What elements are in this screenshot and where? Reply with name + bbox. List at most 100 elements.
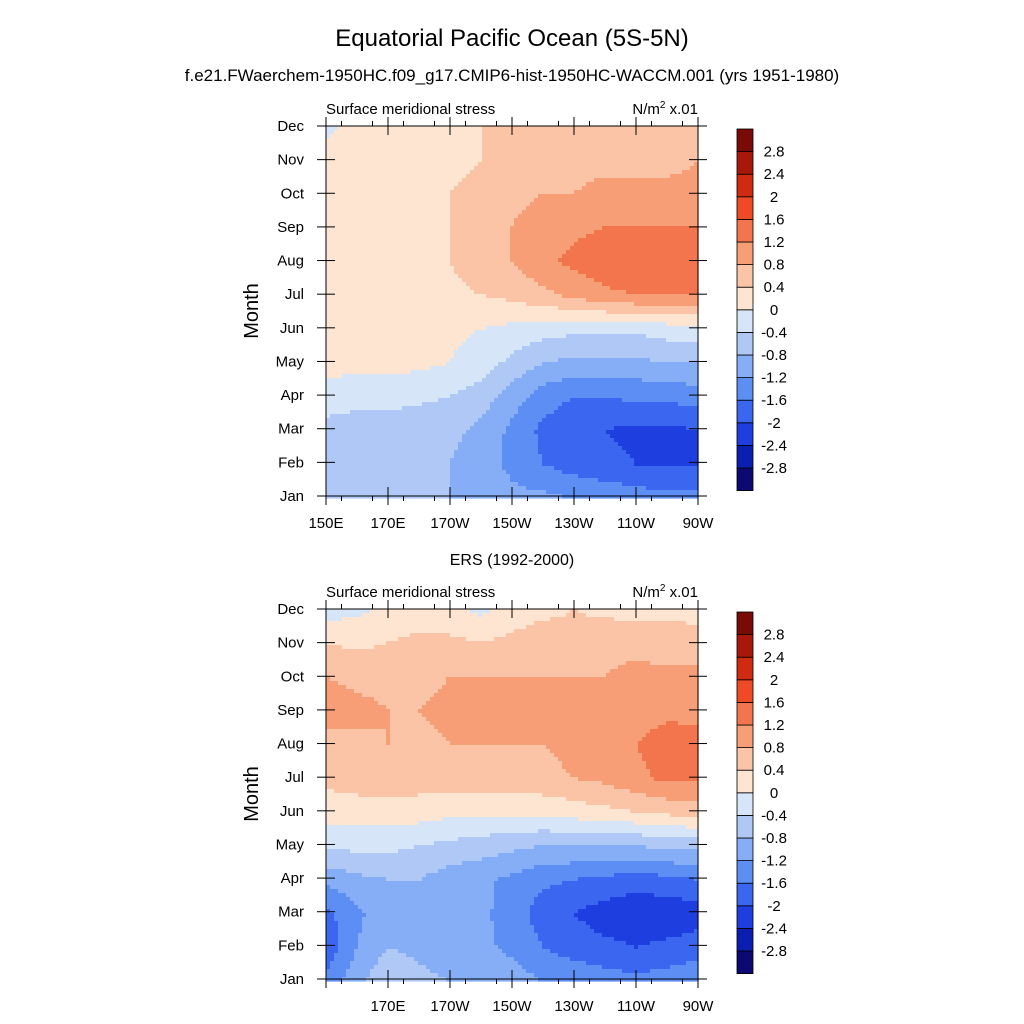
contour-cell bbox=[330, 266, 335, 271]
contour-cell bbox=[342, 238, 347, 243]
contour-cell bbox=[634, 266, 639, 271]
contour-cell bbox=[658, 262, 663, 267]
contour-cell bbox=[510, 202, 515, 207]
contour-cell bbox=[690, 146, 695, 151]
contour-cell bbox=[502, 310, 507, 315]
contour-cell bbox=[502, 126, 507, 131]
contour-cell bbox=[342, 282, 347, 287]
contour-cell bbox=[438, 298, 443, 303]
contour-cell bbox=[678, 186, 683, 191]
contour-cell bbox=[530, 286, 535, 291]
contour-cell bbox=[338, 306, 343, 311]
contour-cell bbox=[558, 258, 563, 263]
contour-cell bbox=[666, 182, 671, 187]
contour-cell bbox=[594, 186, 599, 191]
contour-cell bbox=[366, 314, 371, 319]
contour-cell bbox=[650, 134, 655, 139]
contour-cell bbox=[430, 158, 435, 163]
contour-cell bbox=[462, 254, 467, 259]
contour-cell bbox=[570, 254, 575, 259]
contour-cell bbox=[494, 254, 499, 259]
contour-cell bbox=[614, 190, 619, 195]
contour-cell bbox=[602, 198, 607, 203]
contour-cell bbox=[410, 202, 415, 207]
contour-cell bbox=[454, 242, 459, 247]
contour-cell bbox=[394, 306, 399, 311]
contour-cell bbox=[430, 246, 435, 251]
contour-cell bbox=[446, 278, 451, 283]
contour-cell bbox=[414, 170, 419, 175]
contour-cell bbox=[410, 214, 415, 219]
contour-cell bbox=[606, 278, 611, 283]
contour-cell bbox=[554, 298, 559, 303]
contour-cell bbox=[354, 174, 359, 179]
contour-cell bbox=[646, 246, 651, 251]
contour-cell bbox=[694, 262, 699, 267]
contour-cell bbox=[494, 338, 499, 343]
contour-cell bbox=[374, 158, 379, 163]
contour-cell bbox=[666, 262, 671, 267]
contour-cell bbox=[398, 198, 403, 203]
contour-cell bbox=[490, 302, 495, 307]
contour-cell bbox=[634, 294, 639, 299]
contour-cell bbox=[498, 314, 503, 319]
contour-cell bbox=[454, 238, 459, 243]
contour-cell bbox=[666, 242, 671, 247]
contour-cell bbox=[530, 166, 535, 171]
contour-cell bbox=[502, 286, 507, 291]
contour-cell bbox=[430, 126, 435, 131]
contour-cell bbox=[566, 166, 571, 171]
contour-cell bbox=[398, 170, 403, 175]
contour-cell bbox=[654, 230, 659, 235]
contour-cell bbox=[326, 134, 331, 139]
contour-cell bbox=[450, 326, 455, 331]
contour-cell bbox=[422, 270, 427, 275]
contour-cell bbox=[534, 310, 539, 315]
contour-cell bbox=[618, 222, 623, 227]
contour-cell bbox=[378, 302, 383, 307]
contour-cell bbox=[358, 270, 363, 275]
contour-cell bbox=[422, 202, 427, 207]
contour-cell bbox=[578, 246, 583, 251]
contour-cell bbox=[538, 206, 543, 211]
contour-cell bbox=[610, 154, 615, 159]
contour-cell bbox=[386, 174, 391, 179]
contour-cell bbox=[614, 262, 619, 267]
contour-cell bbox=[418, 154, 423, 159]
contour-cell bbox=[486, 246, 491, 251]
contour-cell bbox=[678, 314, 683, 319]
contour-cell bbox=[422, 330, 427, 335]
contour-cell bbox=[590, 150, 595, 155]
contour-cell bbox=[386, 266, 391, 271]
contour-cell bbox=[538, 186, 543, 191]
contour-cell bbox=[362, 126, 367, 131]
contour-cell bbox=[446, 338, 451, 343]
contour-cell bbox=[622, 266, 627, 271]
contour-cell bbox=[658, 250, 663, 255]
contour-cell bbox=[518, 266, 523, 271]
contour-cell bbox=[662, 138, 667, 143]
contour-cell bbox=[410, 190, 415, 195]
contour-cell bbox=[386, 178, 391, 183]
contour-cell bbox=[526, 178, 531, 183]
contour-cell bbox=[466, 126, 471, 131]
contour-cell bbox=[334, 278, 339, 283]
contour-cell bbox=[670, 202, 675, 207]
contour-cell bbox=[326, 198, 331, 203]
contour-cell bbox=[418, 190, 423, 195]
contour-cell bbox=[602, 158, 607, 163]
contour-cell bbox=[358, 274, 363, 279]
contour-cell bbox=[402, 222, 407, 227]
contour-cell bbox=[506, 246, 511, 251]
contour-cell bbox=[598, 282, 603, 287]
contour-cell bbox=[614, 182, 619, 187]
contour-cell bbox=[614, 150, 619, 155]
contour-cell bbox=[426, 174, 431, 179]
contour-cell bbox=[330, 142, 335, 147]
contour-cell bbox=[490, 150, 495, 155]
contour-cell bbox=[498, 134, 503, 139]
contour-cell bbox=[366, 130, 371, 135]
contour-cell bbox=[610, 274, 615, 279]
contour-cell bbox=[558, 162, 563, 167]
contour-cell bbox=[326, 138, 331, 143]
